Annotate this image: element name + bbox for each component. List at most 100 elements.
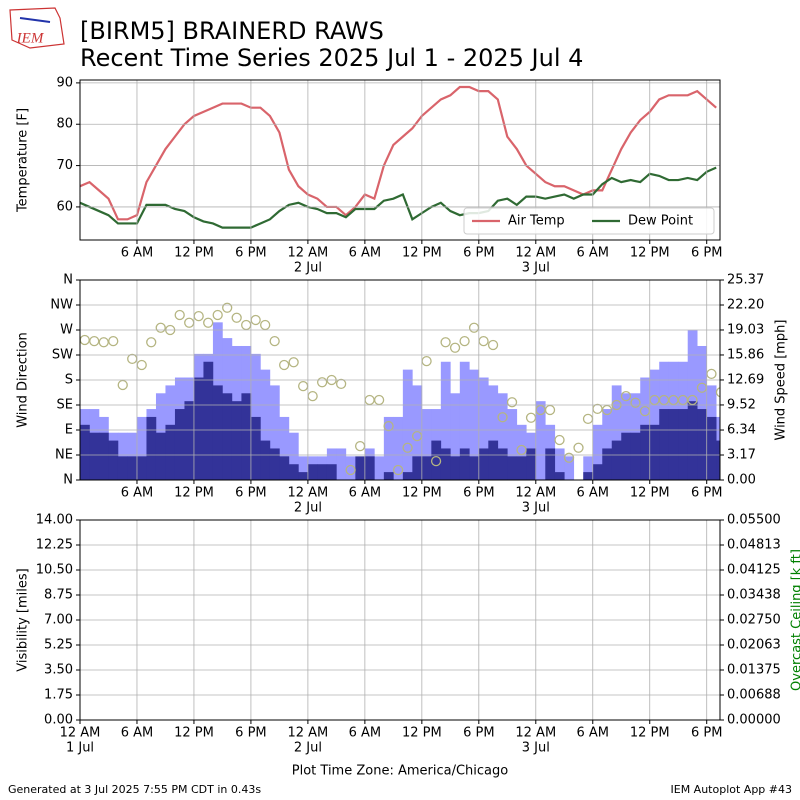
point xyxy=(392,464,404,476)
x-tick-label: 12 AM xyxy=(287,486,328,501)
y-axis-label: Visibility [miles] xyxy=(16,568,31,671)
y2-tick-label: 0.04125 xyxy=(727,563,781,578)
bar xyxy=(193,377,204,480)
y2-tick-label: 25.37 xyxy=(727,273,764,288)
bar xyxy=(317,464,328,480)
bar xyxy=(383,472,394,480)
x-tick-label: 12 AM xyxy=(60,726,101,741)
bar xyxy=(459,361,470,480)
bar xyxy=(355,456,366,480)
point xyxy=(146,337,157,348)
point xyxy=(335,378,347,390)
plot-frame xyxy=(79,79,721,241)
x-tick-label: 6 AM xyxy=(349,246,382,261)
x-tick-label: 12 PM xyxy=(402,486,442,501)
y-axis-label: Wind Direction xyxy=(16,332,31,428)
bar xyxy=(212,385,223,480)
x-tick-label: 6 AM xyxy=(577,246,610,261)
x-tick-label: 6 PM xyxy=(691,486,722,501)
bar xyxy=(678,409,689,480)
y2-tick-label: 12.69 xyxy=(727,372,764,387)
bar xyxy=(336,448,347,480)
x-tick-label: 12 PM xyxy=(630,246,670,261)
bar xyxy=(174,409,185,480)
point xyxy=(506,397,518,408)
title: [BIRM5] BRAINERD RAWS xyxy=(80,17,384,45)
bar xyxy=(364,456,375,480)
bar xyxy=(250,416,261,480)
bar xyxy=(592,464,603,480)
bar xyxy=(554,472,565,480)
bar xyxy=(80,424,90,480)
bar xyxy=(602,409,613,480)
bar xyxy=(402,472,413,480)
x-tick-label: 12 PM xyxy=(402,246,442,261)
y-tick-label: S xyxy=(65,373,73,388)
point xyxy=(155,322,166,333)
bar xyxy=(117,456,128,480)
point xyxy=(174,309,185,321)
y-tick-label: 5.25 xyxy=(44,638,73,653)
point xyxy=(601,404,613,416)
x-tick-label: 6 PM xyxy=(463,246,494,261)
y2-tick-label: 15.86 xyxy=(727,347,764,362)
point xyxy=(430,455,442,467)
logo-outline xyxy=(9,7,65,49)
bar xyxy=(260,440,271,480)
y2-tick-label: 0.03438 xyxy=(727,588,781,603)
point xyxy=(222,302,233,313)
bar xyxy=(165,424,176,480)
y-tick-label: 10.50 xyxy=(36,563,73,578)
y2-tick-label: 0.00 xyxy=(727,473,756,488)
bar xyxy=(421,456,432,480)
x-tick-label: 12 AM xyxy=(287,246,328,261)
bar xyxy=(706,416,717,480)
bar xyxy=(630,432,641,480)
bar xyxy=(716,440,720,480)
x-tick-label: 6 AM xyxy=(577,486,610,501)
bar xyxy=(412,385,423,480)
y-tick-label: 3.50 xyxy=(44,663,73,678)
bar xyxy=(431,440,442,480)
x-tick-label: 12 AM xyxy=(515,246,556,261)
bar xyxy=(687,401,698,480)
bar xyxy=(326,464,337,480)
x-tick-label: 6 PM xyxy=(463,486,494,501)
legend-label: Dew Point xyxy=(628,214,693,229)
y2-tick-label: 0.01375 xyxy=(727,663,781,678)
bar xyxy=(412,456,423,480)
bar xyxy=(155,432,166,480)
bar xyxy=(459,448,470,480)
y-tick-label: 14.00 xyxy=(36,513,73,528)
x-date-label: 2 Jul xyxy=(294,261,322,276)
subtitle: Recent Time Series 2025 Jul 1 - 2025 Jul… xyxy=(80,44,583,72)
bar xyxy=(279,416,290,480)
point xyxy=(279,359,290,371)
y2-tick-label: 0.04813 xyxy=(727,538,781,553)
point xyxy=(108,335,119,347)
bar xyxy=(497,448,508,480)
x-date-label: 3 Jul xyxy=(522,261,550,276)
bar xyxy=(288,432,299,480)
bar xyxy=(497,393,508,480)
x-tick-label: 12 PM xyxy=(630,486,670,501)
x-tick-label: 6 PM xyxy=(235,726,266,741)
y-tick-label: 8.75 xyxy=(44,588,73,603)
point xyxy=(687,394,698,406)
x-tick-label: 12 PM xyxy=(174,246,214,261)
y-tick-label: W xyxy=(60,323,73,338)
point xyxy=(554,434,565,446)
point xyxy=(487,339,499,351)
bar xyxy=(564,456,575,480)
bar xyxy=(136,456,147,480)
bar xyxy=(184,401,195,480)
x-tick-label: 6 PM xyxy=(691,726,722,741)
x-tick-label: 12 AM xyxy=(515,726,556,741)
bar xyxy=(393,416,404,480)
x-tick-label: 6 AM xyxy=(121,246,154,261)
point xyxy=(288,357,299,368)
y2-tick-label: 19.03 xyxy=(727,322,764,337)
x-tick-label: 12 AM xyxy=(515,486,556,501)
x-tick-label: 12 PM xyxy=(630,726,670,741)
y-tick-label: 90 xyxy=(56,75,73,90)
